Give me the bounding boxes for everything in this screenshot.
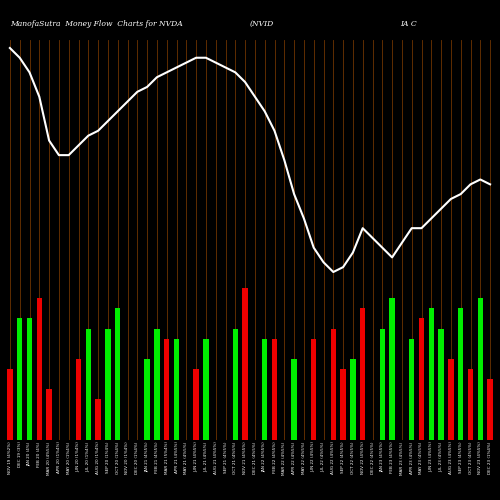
Bar xyxy=(292,359,297,440)
Bar xyxy=(438,328,444,440)
Bar xyxy=(458,308,464,440)
Bar xyxy=(144,359,150,440)
Bar xyxy=(154,328,160,440)
Bar xyxy=(272,338,277,440)
Bar xyxy=(174,338,179,440)
Bar xyxy=(194,369,199,440)
Text: (NVID: (NVID xyxy=(250,20,274,28)
Bar xyxy=(36,298,42,440)
Bar xyxy=(478,298,483,440)
Bar xyxy=(105,328,110,440)
Bar xyxy=(232,328,238,440)
Bar xyxy=(390,298,395,440)
Bar xyxy=(360,308,366,440)
Bar xyxy=(76,359,81,440)
Text: ManofaSutra  Money Flow  Charts for NVDA: ManofaSutra Money Flow Charts for NVDA xyxy=(10,20,183,28)
Bar xyxy=(262,338,268,440)
Bar xyxy=(468,369,473,440)
Bar xyxy=(340,369,346,440)
Bar xyxy=(242,288,248,440)
Bar xyxy=(164,338,170,440)
Bar xyxy=(46,390,52,440)
Bar xyxy=(350,359,356,440)
Bar xyxy=(7,369,12,440)
Bar xyxy=(330,328,336,440)
Bar xyxy=(488,379,493,440)
Bar xyxy=(380,328,385,440)
Bar xyxy=(428,308,434,440)
Bar xyxy=(86,328,91,440)
Bar xyxy=(448,359,454,440)
Bar xyxy=(27,318,32,440)
Bar xyxy=(115,308,120,440)
Bar xyxy=(419,318,424,440)
Bar xyxy=(311,338,316,440)
Bar xyxy=(17,318,22,440)
Bar xyxy=(409,338,414,440)
Bar xyxy=(203,338,208,440)
Bar xyxy=(96,400,101,440)
Text: IA C: IA C xyxy=(400,20,417,28)
